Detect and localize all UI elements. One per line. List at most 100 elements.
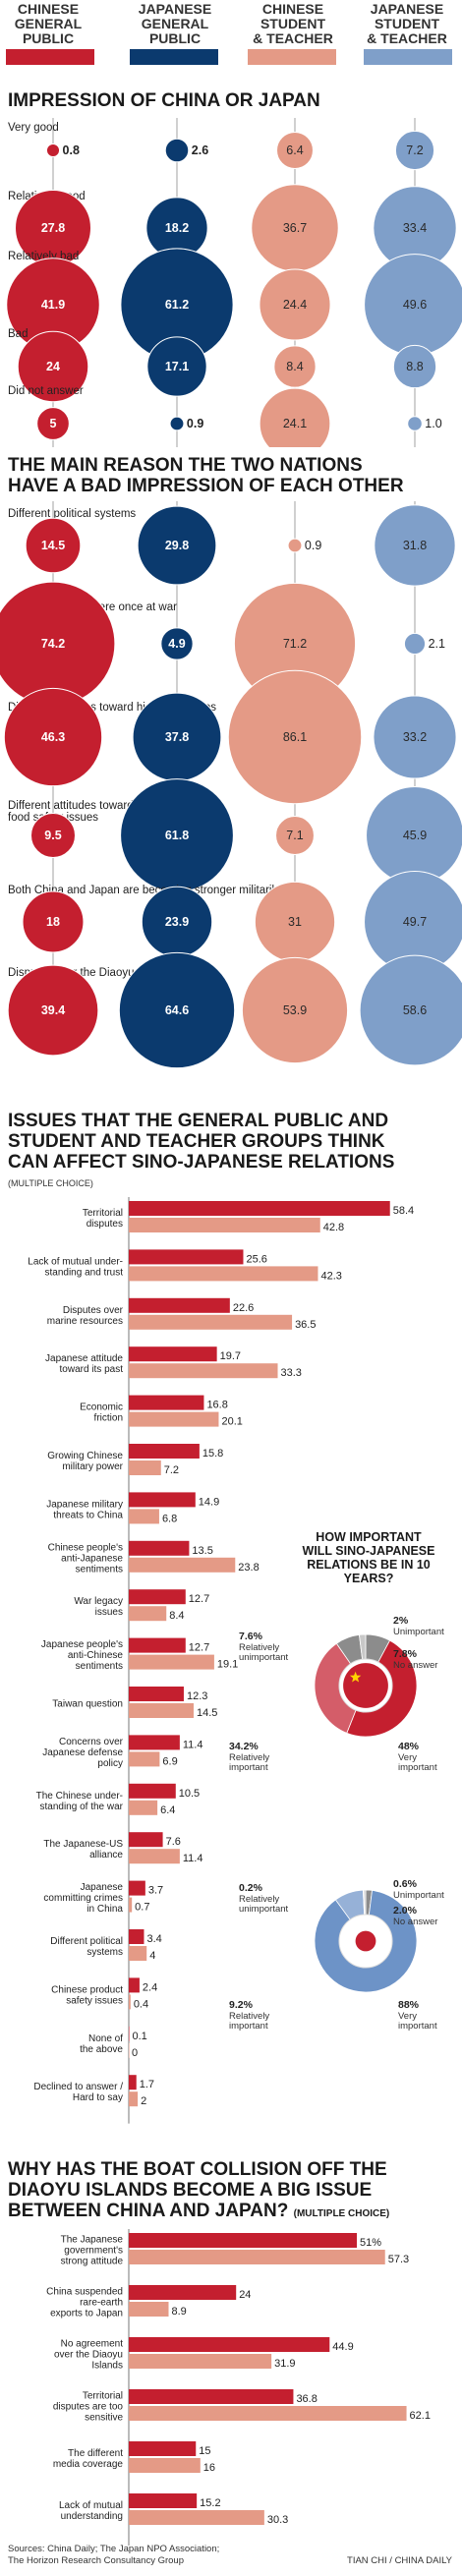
issues-value-label-primary: 22.6 — [233, 1302, 254, 1314]
boat-category-label: No agreement over the Diaoyu Islands — [54, 2339, 123, 2372]
issues-bar-primary — [129, 1201, 390, 1216]
impression-bubble — [45, 143, 61, 158]
issues-bar-primary — [129, 1832, 163, 1848]
boat-title-line-2: DIAOYU ISLANDS BECOME A BIG ISSUE — [8, 2180, 373, 2201]
issues-bar-primary — [129, 1249, 244, 1265]
reason-value-label: 37.8 — [165, 730, 189, 744]
impression-value-label: 5 — [50, 417, 57, 430]
japan-pie-slice-value: 9.2% — [229, 1999, 254, 2011]
issues-value-label-secondary: 19.1 — [217, 1659, 238, 1671]
impression-value-label: 8.4 — [286, 360, 303, 373]
issues-category-label: Concerns over Japanese defense policy — [42, 1737, 123, 1769]
issues-category-label: Chinese people's anti-Japanese sentiments — [48, 1542, 124, 1574]
boat-bar-primary — [129, 2389, 294, 2404]
issues-value-label-primary: 2.4 — [143, 1981, 157, 1993]
issues-bar-secondary — [129, 1751, 160, 1767]
issues-value-label-primary: 10.5 — [179, 1788, 200, 1800]
issues-bar-primary — [129, 1687, 184, 1701]
issues-bar-primary — [129, 1929, 144, 1944]
boat-bar-primary — [129, 2233, 358, 2248]
issues-category-label: Declined to answer / Hard to say — [33, 2082, 123, 2103]
boat-value-label-primary: 44.9 — [332, 2341, 353, 2353]
footer-sources: Sources: China Daily; The Japan NPO Asso… — [8, 2544, 220, 2566]
issues-bar-primary — [129, 2026, 130, 2041]
boat-category-label: The different media coverage — [53, 2448, 124, 2470]
reason-value-label: 7.1 — [286, 829, 303, 842]
impression-bubble — [394, 130, 435, 171]
boat-value-label-secondary: 57.3 — [388, 2254, 409, 2265]
issues-value-label-primary: 3.4 — [146, 1933, 161, 1945]
reason-bubble — [403, 632, 427, 656]
china-pie-slice-value: 7.8% — [393, 1648, 418, 1660]
boat-category-label: China suspended rare-earth exports to Japa… — [46, 2287, 123, 2319]
reason-value-label: 86.1 — [283, 730, 307, 744]
issues-value-label-primary: 11.4 — [183, 1739, 203, 1750]
reason-bubble — [25, 517, 82, 574]
legend-label-jp-public: JAPANESE GENERAL PUBLIC — [138, 1, 212, 46]
issues-bar-secondary — [129, 1606, 167, 1622]
reason-value-label: 4.9 — [168, 637, 185, 651]
impression-value-label: 2.6 — [192, 143, 208, 157]
issues-value-label-primary: 3.7 — [148, 1885, 163, 1897]
reason-value-label: 33.2 — [403, 730, 427, 744]
issues-value-label-primary: 7.6 — [166, 1836, 181, 1848]
impression-category-label: Very good — [8, 122, 59, 134]
reason-value-label: 58.6 — [403, 1003, 427, 1017]
legend-label-cn-student: CHINESE STUDENT & TEACHER — [253, 1, 333, 46]
japan-pie-slice-value: 0.2% — [239, 1882, 263, 1894]
issues-category-label: Japanese military threats to China — [46, 1499, 123, 1520]
issues-value-label-primary: 15.8 — [202, 1448, 223, 1460]
issues-category-label: The Chinese under-standing of the war — [36, 1791, 124, 1812]
reason-bubble — [160, 627, 194, 660]
china-pie-star-icon — [349, 1671, 362, 1683]
issues-bar-primary — [129, 1637, 186, 1653]
impression-bubble — [259, 387, 331, 447]
impression-value-label: 49.6 — [403, 298, 427, 312]
boat-bar-secondary — [129, 2458, 201, 2473]
reason-value-label: 39.4 — [41, 1003, 65, 1017]
issues-bar-secondary — [129, 1460, 161, 1475]
reason-bubble — [287, 538, 303, 553]
issues-bar-primary — [129, 1346, 217, 1362]
issues-bar-primary — [129, 1395, 204, 1410]
issues-bar-primary — [129, 1735, 180, 1750]
legend: CHINESE GENERAL PUBLIC JAPANESE GENERAL … — [0, 0, 462, 79]
impression-value-label: 24.1 — [283, 417, 307, 430]
reason-bubble — [137, 505, 217, 586]
reason-bubble — [275, 816, 315, 855]
reason-value-label: 18 — [46, 915, 60, 929]
issues-category-label: The Japanese-US alliance — [43, 1839, 123, 1860]
issues-value-label-secondary: 36.5 — [295, 1319, 316, 1331]
impression-bubble — [169, 416, 185, 431]
impression-bubble — [259, 268, 331, 341]
issues-bar-secondary — [129, 1946, 147, 1961]
issues-bar-secondary — [129, 1218, 320, 1232]
boat-title-line-3: BETWEEN CHINA AND JAPAN? — [8, 2201, 289, 2221]
issues-value-label-primary: 12.7 — [189, 1642, 209, 1654]
legend-swatch-cn-public — [6, 49, 94, 65]
reason-category-label: Both China and Japan are becoming strong… — [8, 885, 280, 896]
section-boat-subtitle: (MULTIPLE CHOICE) — [293, 2208, 390, 2219]
china-pie-slice-value: 2% — [393, 1615, 409, 1627]
boat-bar-secondary — [129, 2354, 272, 2369]
issues-bar-secondary — [129, 1411, 219, 1427]
footer-credit: TIAN CHI / CHINA DAILY — [347, 2555, 452, 2566]
issues-value-label-secondary: 0.4 — [134, 1998, 148, 2010]
issues-bar-chart: Territorial disputes 58.4 42.8 Lack of mutua… — [28, 1197, 414, 2124]
china-pie-slice-label: Relatively unimportant — [239, 1642, 289, 1663]
legend-swatch-cn-student — [248, 49, 336, 65]
impression-value-label: 36.7 — [283, 221, 307, 235]
reason-value-label: 64.6 — [165, 1003, 189, 1017]
boat-value-label-secondary: 8.9 — [171, 2306, 186, 2318]
japan-pie-flag-icon — [355, 1930, 376, 1952]
impression-value-label: 33.4 — [403, 221, 427, 235]
issues-value-label-primary: 16.8 — [206, 1400, 227, 1411]
reason-bubble — [374, 504, 456, 587]
impression-bubble — [164, 138, 190, 163]
issues-bar-secondary — [129, 1266, 318, 1282]
issues-bar-secondary — [129, 1849, 180, 1864]
issues-bar-primary — [129, 1880, 145, 1896]
boat-collision-bar-chart: The Japanese government's strong attitude 5… — [46, 2229, 431, 2546]
issues-value-label-primary: 14.9 — [199, 1496, 219, 1508]
